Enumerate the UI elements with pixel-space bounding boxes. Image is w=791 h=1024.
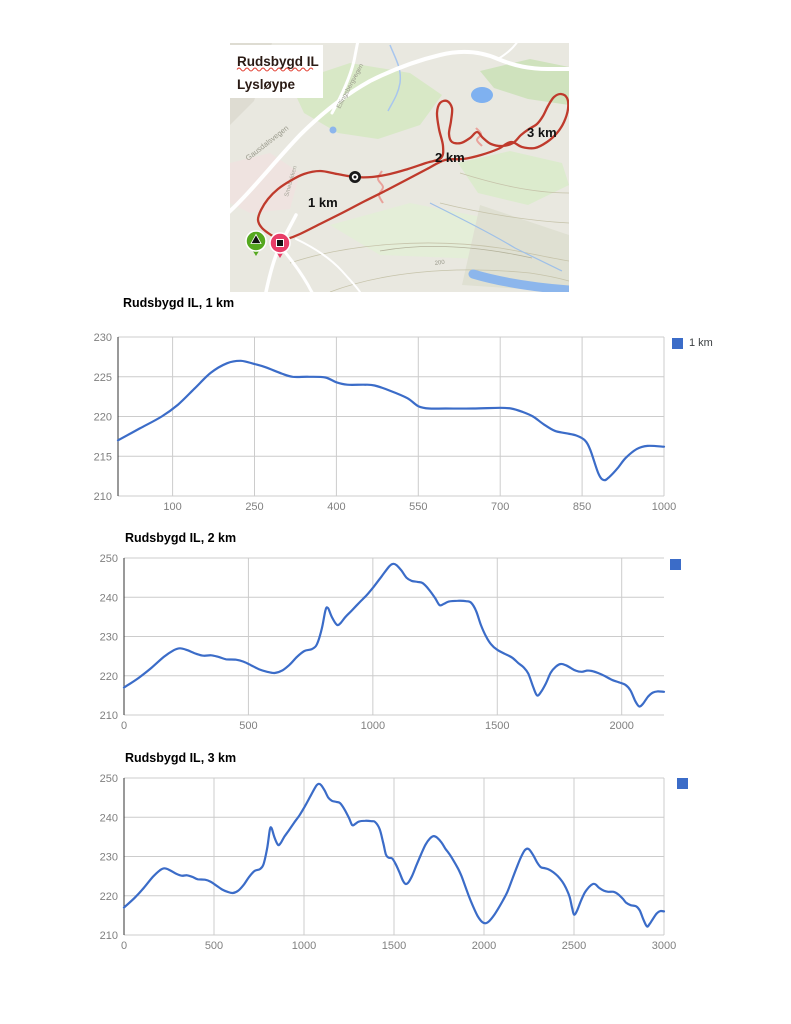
chart-1-legend: 1 km (672, 337, 713, 349)
map-title-line1: Rudsbygd IL (237, 54, 319, 69)
route-connector-2 (475, 127, 483, 147)
svg-text:1000: 1000 (292, 940, 316, 952)
svg-text:220: 220 (100, 671, 118, 683)
svg-text:210: 210 (100, 930, 118, 942)
svg-text:240: 240 (100, 812, 118, 824)
spellcheck-squiggle (236, 67, 314, 72)
svg-text:210: 210 (94, 491, 112, 503)
svg-text:3000: 3000 (652, 940, 676, 952)
route-path (256, 92, 569, 242)
svg-text:700: 700 (491, 501, 509, 513)
svg-text:250: 250 (245, 501, 263, 513)
svg-text:1000: 1000 (361, 720, 385, 732)
svg-text:2000: 2000 (609, 720, 633, 732)
svg-text:100: 100 (163, 501, 181, 513)
map-roads (230, 43, 569, 292)
svg-text:0: 0 (121, 940, 127, 952)
map-contours (289, 172, 569, 292)
svg-text:215: 215 (94, 451, 112, 463)
svg-text:550: 550 (409, 501, 427, 513)
stream-2 (429, 202, 563, 272)
start-marker-icon (245, 230, 267, 256)
chart-3-legend (677, 778, 694, 789)
legend-label: 1 km (689, 337, 713, 349)
chart-2-title: Rudsbygd IL, 2 km (125, 531, 237, 545)
chart-1-title: Rudsbygd IL, 1 km (123, 296, 235, 310)
elevation-chart-1km: 210 215 220 225 230 100 250 400 550 700 850 1000 (94, 332, 677, 513)
svg-text:400: 400 (327, 501, 345, 513)
svg-text:250: 250 (100, 553, 118, 565)
finish-marker-icon (269, 232, 291, 258)
svg-text:1500: 1500 (485, 720, 509, 732)
pond (471, 87, 493, 103)
svg-text:1000: 1000 (652, 501, 676, 513)
course-map: Gausdalsvegen Ellingsbergvegen Smebakken… (230, 43, 569, 292)
svg-text:240: 240 (100, 592, 118, 604)
chart-3-title: Rudsbygd IL, 3 km (125, 751, 237, 765)
legend-swatch-icon (677, 778, 688, 789)
km-label-2: 2 km (435, 150, 465, 165)
svg-text:2500: 2500 (562, 940, 586, 952)
map-title-line2: Lysløype (237, 77, 296, 92)
checkpoint-marker-icon (349, 171, 361, 183)
legend-swatch-icon (670, 559, 681, 570)
contour-elevation-label: 200 (434, 260, 445, 267)
km-label-1: 1 km (308, 195, 338, 210)
map-title-box: Rudsbygd IL Lysløype (230, 45, 323, 98)
svg-text:850: 850 (573, 501, 591, 513)
svg-text:0: 0 (121, 720, 127, 732)
svg-text:220: 220 (100, 891, 118, 903)
svg-text:500: 500 (239, 720, 257, 732)
small-pond (329, 126, 337, 134)
chart-2-legend (670, 559, 687, 570)
stream (387, 44, 402, 112)
svg-text:225: 225 (94, 372, 112, 384)
svg-text:1500: 1500 (382, 940, 406, 952)
svg-text:210: 210 (100, 710, 118, 722)
km-label-3: 3 km (527, 125, 557, 140)
svg-text:230: 230 (100, 852, 118, 864)
svg-text:2000: 2000 (472, 940, 496, 952)
river (468, 269, 569, 292)
svg-text:220: 220 (94, 412, 112, 424)
svg-text:230: 230 (94, 332, 112, 344)
svg-text:230: 230 (100, 632, 118, 644)
svg-text:500: 500 (205, 940, 223, 952)
elevation-chart-2km: 210 220 230 240 250 0 500 1000 1500 2000 (100, 553, 666, 732)
map-water (329, 44, 569, 292)
svg-text:250: 250 (100, 773, 118, 785)
legend-swatch-icon (672, 337, 683, 349)
